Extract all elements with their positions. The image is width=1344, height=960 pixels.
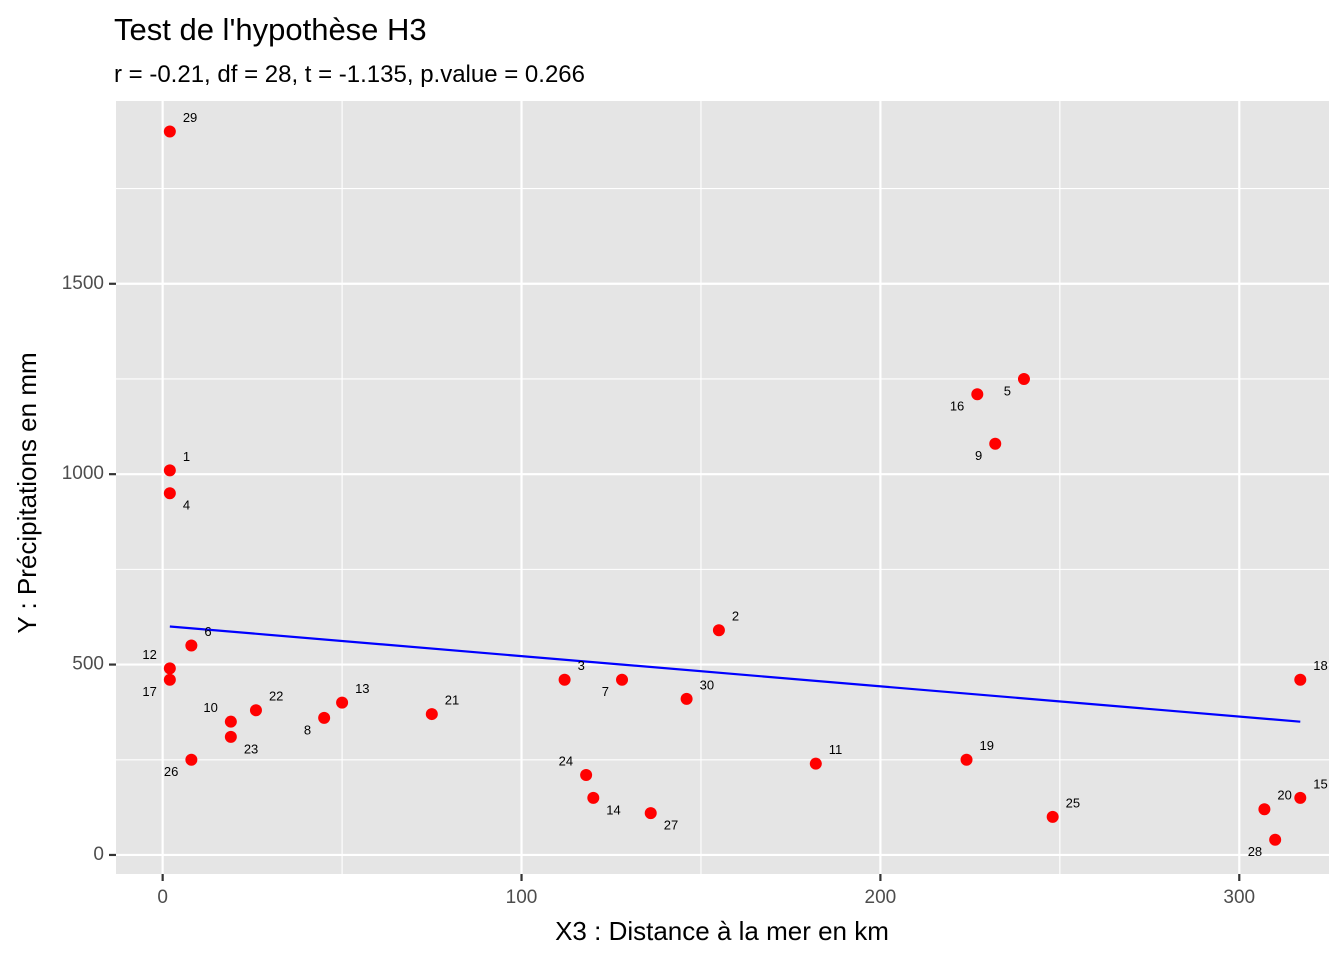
point-label-16: 16 <box>950 399 964 414</box>
data-point-8 <box>318 711 331 724</box>
data-point-21 <box>425 708 438 721</box>
data-point-25 <box>1046 810 1059 823</box>
point-labels-layer: 1234567891011121314151617181920212223242… <box>142 110 1327 859</box>
data-point-10 <box>224 715 237 728</box>
point-label-17: 17 <box>142 684 156 699</box>
point-label-18: 18 <box>1313 658 1327 673</box>
data-point-1 <box>163 464 176 477</box>
data-point-11 <box>809 757 822 770</box>
point-label-23: 23 <box>244 741 258 756</box>
data-point-4 <box>163 487 176 500</box>
data-point-9 <box>989 437 1002 450</box>
y-tick-label: 500 <box>72 654 104 675</box>
data-point-18 <box>1294 673 1307 686</box>
point-label-29: 29 <box>183 110 197 125</box>
data-point-24 <box>580 768 593 781</box>
data-point-23 <box>224 730 237 743</box>
data-point-5 <box>1017 372 1030 385</box>
data-point-13 <box>336 696 349 709</box>
y-axis: 0 500 1000 1500 <box>62 273 116 865</box>
data-point-20 <box>1258 803 1271 816</box>
data-point-19 <box>960 753 973 766</box>
data-point-30 <box>680 692 693 705</box>
regression-layer <box>169 625 1301 723</box>
data-point-15 <box>1294 791 1307 804</box>
data-point-22 <box>249 704 262 717</box>
data-point-7 <box>616 673 629 686</box>
point-label-28: 28 <box>1248 844 1262 859</box>
y-tick-label: 0 <box>93 844 104 865</box>
point-label-21: 21 <box>445 693 459 708</box>
point-label-15: 15 <box>1313 776 1327 791</box>
major-gridlines <box>116 101 1329 874</box>
point-label-4: 4 <box>183 498 190 513</box>
data-point-3 <box>558 673 571 686</box>
points-layer <box>163 125 1307 846</box>
x-tick-label: 300 <box>1223 887 1255 908</box>
point-label-12: 12 <box>142 647 156 662</box>
point-label-26: 26 <box>164 764 178 779</box>
x-tick-label: 100 <box>506 887 538 908</box>
point-label-27: 27 <box>664 818 678 833</box>
data-point-17 <box>163 673 176 686</box>
data-point-26 <box>185 753 198 766</box>
point-label-7: 7 <box>602 684 609 699</box>
point-label-19: 19 <box>980 738 994 753</box>
data-point-14 <box>587 791 600 804</box>
point-label-8: 8 <box>304 722 311 737</box>
data-point-28 <box>1269 833 1282 846</box>
x-axis: 0 100 200 300 <box>157 874 1255 908</box>
point-label-13: 13 <box>355 681 369 696</box>
x-tick-label: 0 <box>157 887 168 908</box>
data-point-12 <box>163 662 176 675</box>
x-tick-label: 200 <box>865 887 897 908</box>
y-tick-label: 1500 <box>62 273 104 294</box>
data-point-16 <box>971 388 984 401</box>
data-point-29 <box>163 125 176 138</box>
point-label-11: 11 <box>829 742 843 757</box>
regression-line <box>169 625 1301 723</box>
chart-subtitle: r = -0.21, df = 28, t = -1.135, p.value … <box>114 61 585 88</box>
point-label-9: 9 <box>975 448 982 463</box>
y-tick-label: 1000 <box>62 463 104 484</box>
point-label-30: 30 <box>700 677 714 692</box>
point-label-20: 20 <box>1277 788 1291 803</box>
data-point-2 <box>712 624 725 637</box>
data-point-6 <box>185 639 198 652</box>
x-axis-title: X3 : Distance à la mer en km <box>555 916 889 946</box>
minor-gridlines <box>116 101 1329 874</box>
point-label-5: 5 <box>1004 383 1011 398</box>
point-label-22: 22 <box>269 689 283 704</box>
point-label-6: 6 <box>204 624 211 639</box>
point-label-3: 3 <box>578 658 585 673</box>
point-label-14: 14 <box>606 802 620 817</box>
y-axis-title: Y : Précipitations en mm <box>12 352 42 633</box>
point-label-24: 24 <box>559 753 573 768</box>
plot-panel <box>116 101 1329 874</box>
point-label-2: 2 <box>732 609 739 624</box>
data-point-27 <box>644 807 657 820</box>
point-label-1: 1 <box>183 449 190 464</box>
point-label-25: 25 <box>1066 795 1080 810</box>
chart-title: Test de l'hypothèse H3 <box>114 12 427 47</box>
point-label-10: 10 <box>203 700 217 715</box>
